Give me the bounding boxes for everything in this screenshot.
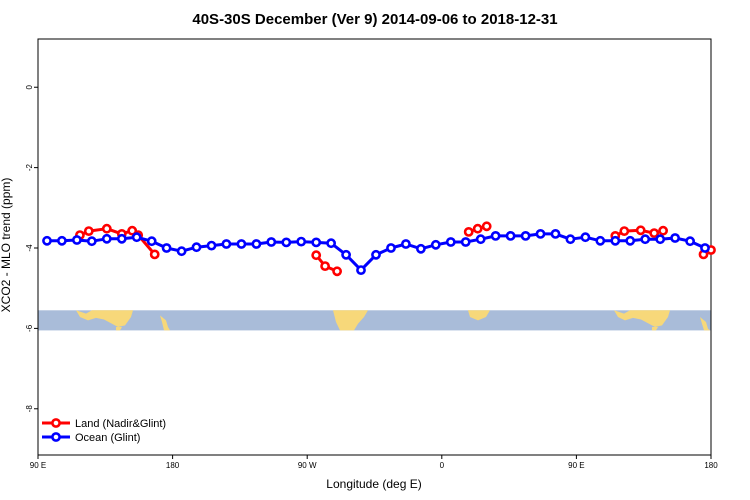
data-point (625, 235, 636, 246)
data-point (266, 237, 277, 247)
data-point (72, 235, 82, 245)
data-point (131, 232, 142, 243)
land-tasmania (116, 327, 122, 331)
data-point (127, 225, 138, 236)
data-point (595, 235, 606, 246)
data-point (311, 237, 322, 248)
data-point (610, 235, 621, 246)
chart-title: 40S-30S December (Ver 9) 2014-09-06 to 2… (192, 11, 557, 28)
data-point (463, 226, 474, 237)
data-point (685, 236, 695, 247)
data-point (520, 230, 531, 241)
data-point (386, 243, 396, 253)
data-point (430, 239, 441, 250)
y-tick-label: 0 (25, 84, 34, 89)
data-point (640, 234, 651, 245)
data-point (505, 230, 516, 241)
land-shapes (76, 310, 710, 331)
data-point (565, 234, 576, 245)
series-layer (42, 221, 716, 277)
data-point (371, 249, 381, 260)
data-point (101, 233, 112, 244)
land-south-africa (468, 310, 490, 321)
data-point (311, 250, 322, 261)
data-point (326, 238, 336, 249)
x-tick-label: 90 W (298, 461, 317, 470)
data-point (236, 239, 247, 249)
land-tasmania-2 (652, 327, 658, 331)
data-point (619, 226, 630, 236)
data-point (649, 228, 660, 238)
data-point (296, 236, 307, 247)
legend-label-ocean: Ocean (Glint) (75, 432, 140, 444)
land-new-zealand-2 (700, 317, 710, 331)
data-point (116, 233, 127, 244)
data-point (101, 223, 112, 234)
land-new-zealand (160, 315, 170, 331)
x-tick-label: 90 E (568, 461, 584, 470)
ocean-band (38, 310, 711, 331)
data-point (415, 243, 426, 254)
data-point (490, 230, 501, 241)
data-point (281, 237, 292, 248)
legend-item-ocean: Ocean (Glint) (42, 432, 140, 444)
data-point (658, 225, 668, 236)
data-point (670, 233, 680, 243)
data-point (251, 239, 262, 249)
land-south-america (333, 310, 368, 331)
x-axis-label: Longitude (deg E) (326, 477, 421, 491)
y-axis: 0 -2 -4 -6 -8 (25, 84, 38, 412)
data-point (176, 246, 187, 257)
map-strip (38, 310, 711, 331)
data-point (149, 249, 160, 260)
x-tick-label: 180 (704, 461, 718, 470)
data-point (356, 265, 366, 275)
data-point (341, 249, 351, 260)
data-point (635, 225, 646, 236)
data-point (550, 228, 561, 239)
data-point (191, 242, 202, 253)
data-point (400, 239, 411, 249)
series-ocean (42, 228, 710, 275)
data-point (320, 261, 330, 271)
data-point (535, 228, 546, 239)
data-point (580, 232, 591, 243)
y-tick-label: -6 (25, 324, 34, 332)
x-axis: 90 E 180 90 W 0 90 E 180 (30, 455, 718, 470)
y-tick-label: -4 (25, 244, 34, 252)
data-point (472, 223, 483, 234)
land-australia (76, 310, 133, 328)
data-point (83, 226, 94, 236)
data-point (475, 234, 486, 245)
data-point (700, 243, 710, 253)
y-tick-label: -8 (25, 405, 34, 413)
legend-label-land: Land (Nadir&Glint) (75, 418, 166, 430)
data-point (481, 221, 492, 232)
legend: Land (Nadir&Glint) Ocean (Glint) (42, 418, 166, 444)
y-axis-label: XCO2 - MLO trend (ppm) (0, 178, 13, 313)
legend-item-land: Land (Nadir&Glint) (42, 418, 166, 430)
y-tick-label: -2 (25, 164, 34, 172)
data-point (460, 237, 471, 247)
x-tick-label: 90 E (30, 461, 46, 470)
legend-swatch-marker-ocean (51, 432, 61, 442)
data-point (655, 234, 666, 245)
data-point (161, 243, 172, 253)
data-point (57, 235, 67, 246)
legend-swatch-marker-land (51, 418, 61, 428)
x-tick-label: 180 (166, 461, 180, 470)
data-point (445, 237, 456, 247)
data-point (86, 236, 97, 247)
data-point (206, 240, 217, 251)
x-tick-label: 0 (440, 461, 445, 470)
land-australia-2 (614, 310, 670, 328)
data-point (332, 266, 342, 277)
data-point (146, 236, 157, 247)
plot-frame (37, 38, 712, 456)
data-point (221, 239, 232, 249)
data-point (42, 235, 52, 246)
